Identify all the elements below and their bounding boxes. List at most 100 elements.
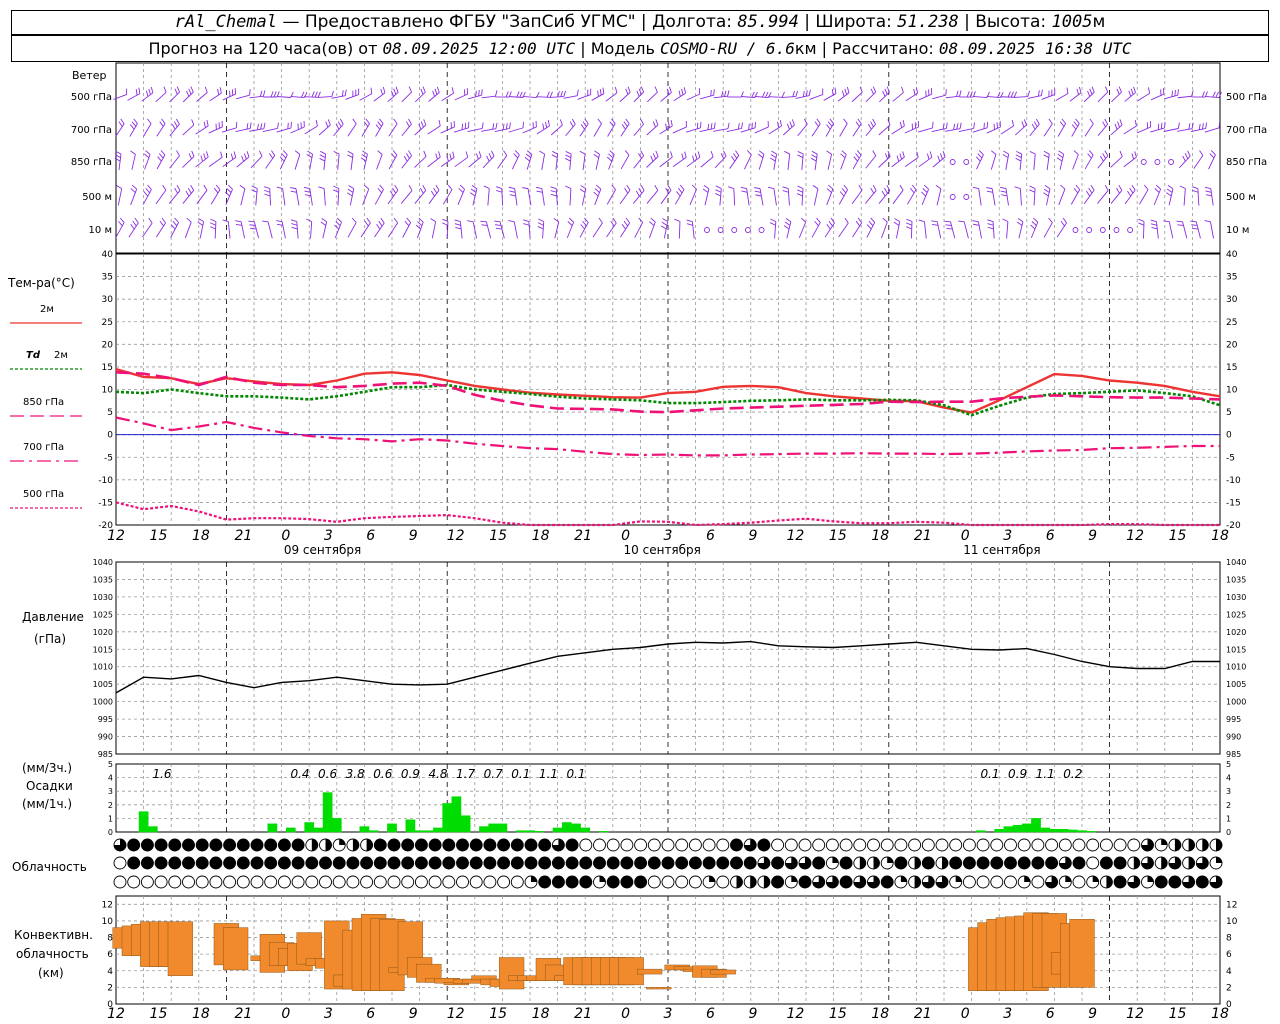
wind-barb [719, 188, 722, 206]
wind-barb-flag [1138, 222, 1145, 226]
wind-barb [977, 221, 982, 239]
wind-barb-flag [1215, 91, 1219, 98]
precip-panel-ytick-right: 5 [1226, 760, 1231, 769]
wind-barb [347, 123, 357, 137]
wind-barb [904, 126, 919, 134]
wind-barb [921, 188, 930, 206]
wind-barb-flag [1119, 150, 1123, 157]
wind-barb-flag [625, 118, 630, 125]
lat-label: Широта: [815, 12, 892, 32]
wind-barb [619, 189, 631, 205]
wind-barb [905, 92, 918, 102]
temp-panel-ytick-right: 35 [1226, 273, 1237, 283]
wind-barb-flag [495, 224, 502, 226]
wind-barb [402, 222, 412, 238]
wind-barb-flag [1027, 90, 1031, 97]
wind-barb-flag [1030, 224, 1036, 230]
wind-barb-flag [130, 124, 135, 130]
wind-barb-flag [1129, 187, 1134, 194]
wind-barb [660, 189, 672, 205]
precip-bar [561, 822, 572, 833]
wind-barb [199, 221, 205, 239]
wind-barb-flag [626, 184, 631, 191]
wind-barb-flag [370, 87, 373, 94]
wind-barb [130, 188, 138, 206]
wind-barb-flag [929, 151, 933, 158]
time-label-bottom: 21 [234, 1006, 252, 1022]
cloud-symbol [675, 856, 689, 870]
wind-barb [527, 188, 532, 206]
wind-barb [866, 222, 876, 238]
precip-panel-ytick-right: 1 [1226, 814, 1231, 823]
wind-barb [936, 221, 942, 239]
cloud-symbol [743, 856, 757, 870]
wind-barb-flag [660, 225, 667, 230]
cloud-symbol [908, 838, 922, 852]
cloud-symbol [1154, 875, 1168, 889]
wind-barb-flag [1029, 185, 1036, 189]
wind-barb-flag [331, 90, 334, 97]
wind-calm-mark [963, 194, 970, 200]
wind-barb [672, 157, 687, 167]
wind-barb [1006, 221, 1009, 239]
wind-barb [733, 188, 736, 206]
wind-barb [851, 189, 863, 205]
wind-barb [468, 94, 482, 100]
cloud-symbol [1017, 838, 1031, 852]
wind-barb-flag [481, 89, 483, 96]
time-label-bottom: 12 [1126, 1006, 1144, 1022]
precip-total-label: 0.9 [401, 767, 420, 781]
time-label-bottom: 6 [1046, 1006, 1055, 1022]
wind-barb-flag [697, 151, 701, 158]
wind-calm-mark [717, 227, 724, 233]
wind-barb [579, 123, 589, 137]
wind-barb-flag [1212, 91, 1216, 98]
precip-bar [1067, 829, 1078, 833]
time-label-top: 21 [574, 528, 592, 544]
cloud-symbol [812, 856, 826, 870]
precip-bar [1077, 830, 1087, 833]
wind-barb-flag [332, 189, 339, 193]
wind-barb [726, 128, 742, 132]
cloud-symbol [113, 875, 127, 889]
cloud-fill [599, 876, 606, 882]
time-label-bottom: 21 [914, 1006, 932, 1022]
cloud-fill [887, 857, 894, 863]
wind-barb [795, 95, 810, 99]
wind-barb-flag [1104, 150, 1109, 157]
wind-barb-flag [826, 124, 831, 130]
cloud-symbol [250, 875, 264, 889]
wind-barb-flag [148, 217, 153, 224]
wind-barb-flag [241, 155, 245, 162]
cloud-symbol [483, 856, 497, 870]
wind-barb-flag [281, 153, 287, 159]
wind-barb [318, 124, 331, 136]
wind-barb-flag [770, 154, 777, 158]
cloud-symbol [771, 856, 785, 870]
cloud-symbol [373, 856, 387, 870]
wind-barb-flag [458, 188, 464, 193]
wind-barb-flag [935, 184, 942, 190]
wind-barb-flag [1188, 123, 1191, 130]
wind-barb-flag [1150, 219, 1157, 222]
wind-barb-flag [246, 151, 250, 158]
wind-barb-flag [844, 88, 848, 95]
wind-barb-flag [789, 121, 793, 128]
precip-bar [515, 830, 526, 833]
wind-barb [1110, 156, 1123, 168]
wind-barb [363, 154, 368, 170]
precip-bar [138, 811, 149, 833]
wind-barb-flag [1043, 192, 1049, 197]
wind-barb-flag [621, 124, 626, 130]
time-label-bottom: 0 [961, 1006, 970, 1022]
wind-barb-flag [977, 153, 983, 159]
wind-barb-flag [222, 219, 229, 222]
cloud-symbol [757, 838, 771, 852]
wind-barb [281, 221, 286, 239]
pressure-panel-ytick-right: 1040 [1226, 558, 1246, 567]
wind-barb-flag [811, 154, 817, 158]
wind-barb-flag [972, 220, 979, 223]
wind-barb-flag [545, 121, 548, 128]
wind-barb-flag [1134, 151, 1137, 158]
wind-barb-flag [522, 219, 529, 222]
